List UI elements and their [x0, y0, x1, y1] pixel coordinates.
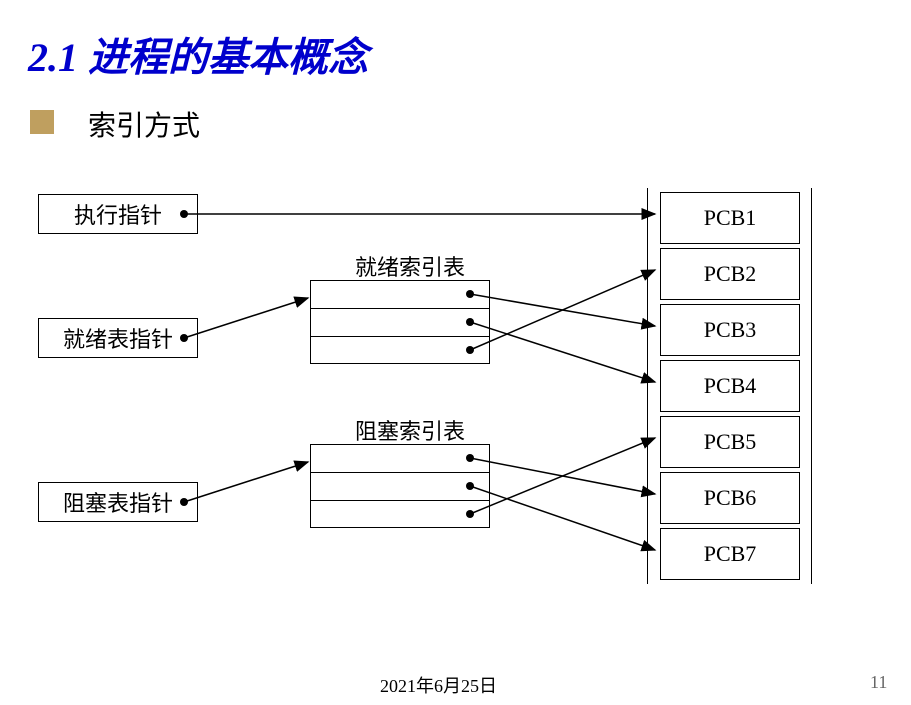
footer-page: 11 [870, 672, 887, 693]
arrow-line [470, 486, 655, 550]
arrow-line [470, 438, 655, 514]
arrow-line [470, 322, 655, 382]
arrow-line [470, 270, 655, 350]
arrow-layer [0, 0, 911, 705]
arrow-line [184, 298, 308, 338]
arrow-line [184, 462, 308, 502]
footer-date: 2021年6月25日 [380, 672, 497, 698]
